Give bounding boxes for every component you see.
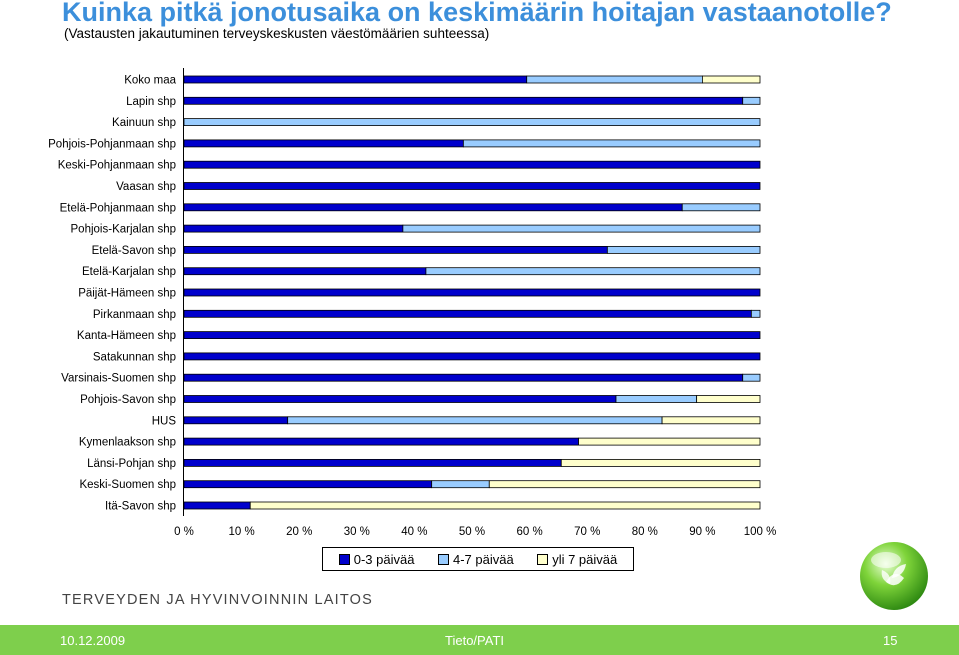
category-label: Varsinais-Suomen shp bbox=[61, 373, 176, 385]
x-tick-label: 10 % bbox=[228, 526, 254, 538]
x-tick-label: 90 % bbox=[689, 526, 715, 538]
bar-segment-4-7-päivää-11 bbox=[750, 309, 761, 318]
category-label: Kanta-Hämeen shp bbox=[77, 330, 176, 342]
globe-logo-icon bbox=[860, 542, 928, 610]
legend-label-over-7: yli 7 päivää bbox=[552, 551, 618, 567]
legend-label-0-3: 0-3 päivää bbox=[353, 551, 415, 567]
bar-segment-4-7-päivää-6 bbox=[681, 203, 761, 212]
legend-label-4-7: 4-7 päivää bbox=[452, 551, 514, 567]
bar-segment-yli-7-päivää-17 bbox=[578, 437, 761, 446]
category-label: Vaasan shp bbox=[116, 181, 176, 193]
bar-segment-yli-7-päivää-16 bbox=[661, 416, 761, 425]
bar-segment-0-3-päivää-16 bbox=[183, 416, 289, 425]
page-subtitle: (Vastausten jakautuminen terveyskeskuste… bbox=[64, 26, 490, 41]
category-label: Satakunnan shp bbox=[93, 351, 176, 363]
bar-segment-yli-7-päivää-18 bbox=[560, 458, 761, 467]
stacked-bar-chart: Koko maa Lapin shp Kainuun shp Pohjois-Pohj… bbox=[48, 68, 777, 538]
bar-segment-0-3-päivää-17 bbox=[183, 437, 579, 446]
bar-segment-0-3-päivää-13 bbox=[183, 352, 761, 361]
organization-name: TERVEYDEN JA HYVINVOINNIN LAITOS bbox=[62, 592, 374, 608]
chart-legend: 0-3 päivää 4-7 päivää yli 7 päivää bbox=[322, 547, 634, 571]
category-label: Itä-Savon shp bbox=[105, 501, 176, 513]
bar-segment-4-7-päivää-1 bbox=[742, 96, 761, 105]
legend-item-over-7: yli 7 päivää bbox=[537, 552, 617, 567]
legend-swatch-0-3 bbox=[338, 553, 350, 565]
page-title: Kuinka pitkä jonotusaika on keskimäärin … bbox=[62, 0, 892, 27]
category-label: Keski-Pohjanmaan shp bbox=[58, 160, 176, 172]
category-label: Länsi-Pohjan shp bbox=[87, 458, 176, 470]
bar-segment-0-3-päivää-5 bbox=[183, 182, 761, 190]
category-label: Kymenlaakson shp bbox=[79, 437, 176, 449]
bar-segment-yli-7-päivää-15 bbox=[696, 395, 761, 403]
x-tick-label: 40 % bbox=[401, 526, 427, 538]
bar-segment-0-3-päivää-19 bbox=[183, 480, 433, 489]
bar-segment-4-7-päivää-19 bbox=[431, 480, 490, 489]
bar-segment-4-7-päivää-14 bbox=[742, 373, 761, 382]
category-label: Etelä-Savon shp bbox=[92, 245, 176, 257]
bar-segment-0-3-päivää-0 bbox=[183, 75, 528, 84]
legend-item-4-7: 4-7 päivää bbox=[437, 551, 514, 567]
x-tick-label: 30 % bbox=[344, 526, 370, 538]
category-label: Koko maa bbox=[124, 75, 176, 87]
x-tick-label: 70 % bbox=[574, 526, 600, 538]
bar-segment-4-7-päivää-8 bbox=[606, 245, 761, 254]
x-tick-label: 60 % bbox=[516, 526, 542, 538]
x-tick-label: 0 % bbox=[174, 526, 194, 538]
category-label: Pirkanmaan shp bbox=[93, 309, 176, 321]
bar-segment-0-3-päivää-11 bbox=[183, 309, 752, 318]
category-label: Lapin shp bbox=[126, 96, 176, 108]
bar-segment-0-3-päivää-3 bbox=[183, 139, 464, 148]
category-label: Keski-Suomen shp bbox=[79, 479, 176, 491]
bar-segment-0-3-päivää-8 bbox=[183, 245, 608, 254]
x-tick-label: 50 % bbox=[459, 526, 485, 538]
bar-segment-4-7-päivää-2 bbox=[183, 118, 761, 126]
category-label: Pohjois-Karjalan shp bbox=[71, 224, 176, 236]
category-label: HUS bbox=[152, 415, 177, 427]
bar-segment-0-3-päivää-1 bbox=[183, 96, 744, 105]
bar-segment-0-3-päivää-15 bbox=[183, 395, 617, 403]
category-label: Pohjois-Savon shp bbox=[80, 394, 176, 406]
footer-bar: 10.12.2009 Tieto/PATI 15 bbox=[0, 625, 959, 655]
footer-center-text: Tieto/PATI bbox=[445, 633, 504, 648]
legend-swatch-4-7 bbox=[437, 553, 449, 565]
x-tick-label: 100 % bbox=[744, 526, 777, 538]
bar-segment-yli-7-päivää-20 bbox=[249, 501, 761, 510]
category-label: Pohjois-Pohjanmaan shp bbox=[48, 138, 176, 150]
bar-segment-0-3-päivää-7 bbox=[183, 224, 404, 233]
bar-segment-0-3-päivää-14 bbox=[183, 373, 744, 382]
bar-segment-4-7-päivää-9 bbox=[425, 267, 761, 276]
bar-segment-0-3-päivää-12 bbox=[183, 331, 761, 340]
x-tick-label: 20 % bbox=[286, 526, 312, 538]
bar-segment-yli-7-päivää-0 bbox=[702, 75, 761, 84]
legend-swatch-over-7 bbox=[537, 553, 549, 565]
legend-item-0-3: 0-3 päivää bbox=[338, 551, 415, 567]
bar-segment-4-7-päivää-0 bbox=[526, 75, 703, 84]
category-label: Päijät-Hämeen shp bbox=[78, 288, 176, 300]
bar-segment-4-7-päivää-7 bbox=[402, 224, 761, 233]
bar-segment-4-7-päivää-16 bbox=[287, 416, 663, 425]
x-tick-label: 80 % bbox=[632, 526, 658, 538]
bar-segment-0-3-päivää-18 bbox=[183, 458, 562, 467]
category-label: Etelä-Pohjanmaan shp bbox=[60, 202, 176, 214]
bar-segment-0-3-päivää-10 bbox=[183, 288, 761, 297]
bar-segment-0-3-päivää-6 bbox=[183, 203, 683, 212]
footer-page-number: 15 bbox=[883, 633, 898, 648]
bar-segment-yli-7-päivää-19 bbox=[488, 480, 761, 489]
bar-segment-4-7-päivää-15 bbox=[615, 395, 698, 403]
footer-date: 10.12.2009 bbox=[60, 633, 126, 648]
bar-segment-4-7-päivää-3 bbox=[462, 139, 761, 148]
category-label: Kainuun shp bbox=[112, 117, 176, 129]
category-label: Etelä-Karjalan shp bbox=[82, 266, 176, 278]
bar-segment-0-3-päivää-9 bbox=[183, 267, 427, 276]
bar-segment-0-3-päivää-4 bbox=[183, 160, 761, 169]
bar-segment-0-3-päivää-20 bbox=[183, 501, 251, 510]
